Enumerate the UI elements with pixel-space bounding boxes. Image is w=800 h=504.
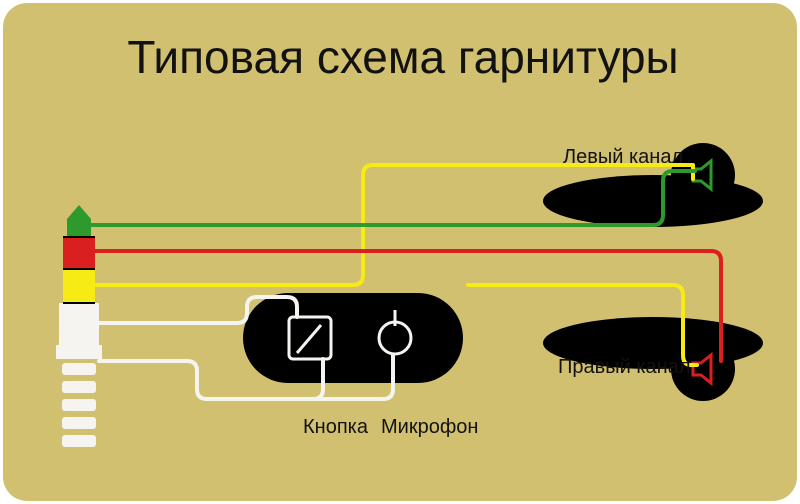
label-left-channel: Левый канал: [563, 146, 683, 168]
label-mic: Микрофон: [381, 416, 478, 438]
jack-sleeve: [59, 303, 99, 345]
inline-housing: [243, 293, 463, 383]
diagram-svg: Типовая схема гарнитуры Левый канал Правый…: [3, 3, 797, 501]
jack-ring1: [63, 237, 95, 269]
jack-ring2: [63, 269, 95, 303]
label-button: Кнопка: [303, 416, 369, 438]
label-right-channel: Правый канал: [558, 356, 691, 378]
title: Типовая схема гарнитуры: [127, 31, 678, 83]
diagram-card: Типовая схема гарнитуры Левый канал Правый…: [3, 3, 797, 501]
